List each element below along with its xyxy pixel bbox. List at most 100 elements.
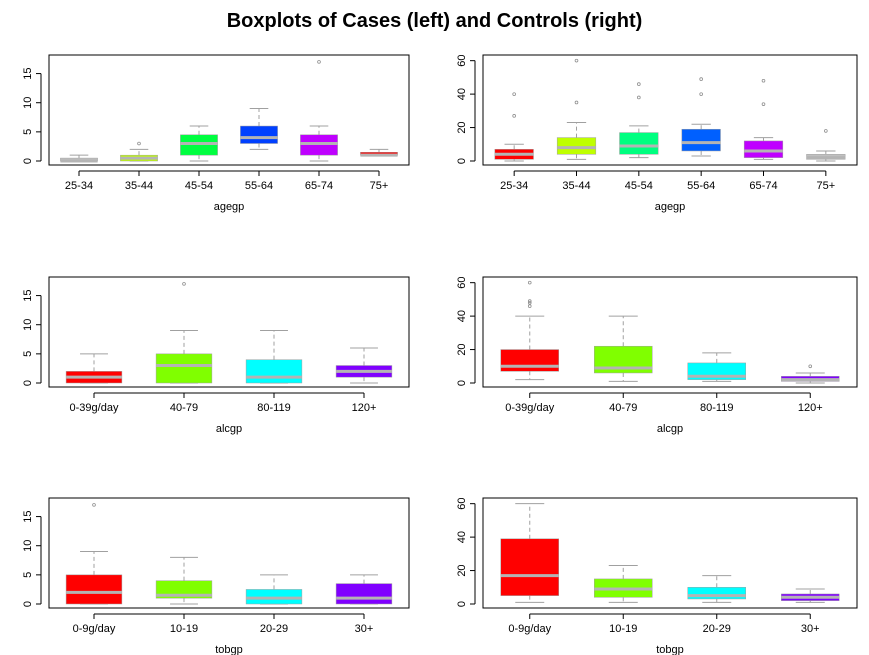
- outlier-point: [512, 92, 516, 96]
- outlier-point: [317, 60, 321, 64]
- box-body: [500, 349, 559, 372]
- y-tick-label: 5: [22, 572, 34, 578]
- x-tick-label: 55-64: [687, 180, 715, 192]
- y-tick-label: 10: [22, 319, 34, 331]
- box-body: [65, 574, 123, 605]
- y-tick-label: 20: [456, 343, 468, 355]
- box-55-64: [681, 77, 721, 157]
- x-tick-label: 80-119: [257, 402, 290, 414]
- box-35-44: [556, 58, 597, 160]
- box-10-19: [155, 556, 213, 605]
- x-axis-label: alcgp: [657, 423, 683, 435]
- x-tick-label: 0-39g/day: [505, 402, 554, 414]
- box-30+: [781, 588, 840, 603]
- x-tick-label: 75+: [370, 180, 389, 192]
- outlier-point: [699, 77, 703, 81]
- x-tick-label: 120+: [798, 402, 823, 414]
- x-tick-label: 0-9g/day: [73, 623, 116, 635]
- box-body: [681, 128, 721, 152]
- outlier-point: [574, 100, 579, 105]
- x-tick-label: 55-64: [245, 180, 273, 192]
- y-tick-label: 15: [22, 289, 34, 301]
- x-tick-label: 30+: [355, 623, 374, 635]
- x-tick-label: 120+: [352, 402, 377, 414]
- x-tick-label: 35-44: [125, 180, 153, 192]
- x-tick-label: 10-19: [609, 623, 637, 635]
- box-45-54: [619, 82, 659, 159]
- y-tick-label: 40: [456, 531, 468, 543]
- x-axis-label: agegp: [214, 201, 245, 213]
- y-tick-label: 0: [456, 380, 468, 386]
- panel-5: 0 5 10 15 0-9g/day 10-19 20-29 30+ tobgp: [22, 497, 410, 655]
- y-tick-label: 60: [456, 55, 468, 67]
- outlier-point: [137, 141, 141, 146]
- y-tick-label: 60: [456, 498, 468, 510]
- y-tick-label: 10: [22, 540, 34, 552]
- outlier-point: [92, 503, 96, 507]
- x-tick-label: 40-79: [170, 402, 198, 414]
- x-axis-label: tobgp: [656, 644, 684, 655]
- x-tick-label: 65-74: [749, 180, 777, 192]
- x-tick-label: 25-34: [65, 180, 93, 192]
- panel-1: 0 5 10 15 25-34 35-44 45-54 55-64 65-74 75+ agegp: [22, 54, 410, 213]
- outlier-point: [637, 82, 641, 86]
- plot-frame: [482, 54, 858, 166]
- box-45-54: [180, 125, 218, 162]
- outlier-point: [527, 299, 532, 303]
- box-120+: [781, 364, 840, 384]
- x-tick-label: 80-119: [700, 402, 733, 414]
- x-tick-label: 10-19: [170, 623, 198, 635]
- box-40-79: [594, 315, 653, 382]
- box-35-44: [120, 141, 158, 162]
- x-tick-label: 45-54: [185, 180, 213, 192]
- y-tick-label: 5: [22, 129, 34, 135]
- box-80-119: [687, 352, 746, 382]
- y-tick-label: 0: [22, 380, 34, 386]
- box-75+: [806, 129, 846, 162]
- y-tick-label: 0: [22, 601, 34, 607]
- box-0-9g/day: [65, 503, 123, 605]
- figure-title: Boxplots of Cases (left) and Controls (r…: [226, 10, 643, 32]
- outlier-point: [574, 58, 579, 63]
- panel-2: 0 20 40 60 25-34 35-44 45-54 55-64 65-74 75+ agegp: [456, 54, 858, 213]
- x-axis-label: tobgp: [215, 644, 243, 655]
- box-body: [240, 125, 278, 144]
- y-tick-label: 40: [456, 310, 468, 322]
- outlier-point: [761, 78, 766, 83]
- box-80-119: [245, 330, 303, 384]
- plot-frame: [482, 276, 858, 388]
- y-tick-label: 0: [456, 601, 468, 607]
- plot-frame: [482, 497, 858, 609]
- box-body: [245, 359, 303, 384]
- outlier-point: [527, 304, 532, 308]
- box-body: [556, 137, 597, 155]
- y-tick-label: 40: [456, 88, 468, 100]
- box-55-64: [240, 108, 278, 150]
- box-0-9g/day: [500, 503, 559, 603]
- plot-frame: [48, 497, 410, 609]
- outlier-point: [699, 92, 703, 96]
- plot-frame: [48, 276, 410, 388]
- x-tick-label: 20-29: [703, 623, 731, 635]
- box-75+: [360, 148, 398, 157]
- outlier-point: [824, 129, 828, 133]
- x-tick-label: 35-44: [562, 180, 590, 192]
- x-tick-label: 75+: [816, 180, 835, 192]
- panel-4: 0 20 40 60 0-39g/day 40-79 80-119 120+ alcgp: [456, 276, 858, 435]
- box-10-19: [594, 565, 653, 603]
- y-tick-label: 10: [22, 97, 34, 109]
- x-tick-label: 65-74: [305, 180, 333, 192]
- y-tick-label: 20: [456, 564, 468, 576]
- x-tick-label: 25-34: [500, 180, 528, 192]
- outlier-point: [808, 364, 813, 369]
- outlier-point: [182, 282, 186, 286]
- y-tick-label: 0: [22, 158, 34, 164]
- outlier-point: [527, 280, 532, 285]
- box-0-39g/day: [65, 353, 123, 384]
- y-tick-label: 15: [22, 67, 34, 79]
- box-65-74: [743, 78, 784, 160]
- box-body: [619, 132, 659, 155]
- box-body: [500, 538, 559, 596]
- outlier-point: [512, 114, 516, 118]
